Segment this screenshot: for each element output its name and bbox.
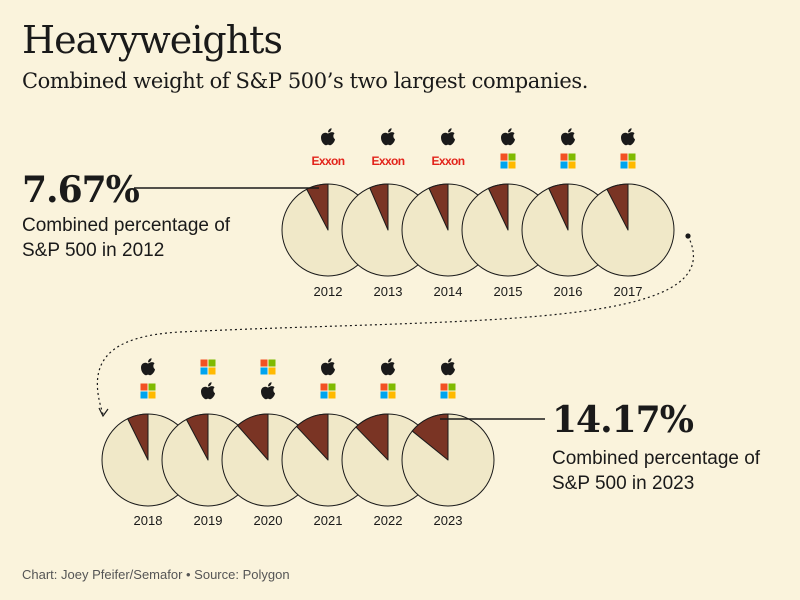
chart-subtitle: Combined weight of S&P 500’s two largest… xyxy=(22,69,589,93)
start-value-annotation: 7.67% xyxy=(22,169,140,211)
apple-icon xyxy=(321,128,335,146)
pie-2017 xyxy=(581,183,675,277)
pie-slice-2019 xyxy=(185,413,209,461)
apple-icon xyxy=(381,358,395,376)
year-label: 2023 xyxy=(434,513,463,528)
microsoft-icon xyxy=(260,359,276,375)
year-label: 2022 xyxy=(374,513,403,528)
start-description: Combined percentage of S&P 500 in 2012 xyxy=(22,215,231,261)
microsoft-icon xyxy=(620,153,636,169)
exxon-logo: Exxon xyxy=(431,154,464,168)
apple-icon xyxy=(561,128,575,146)
microsoft-icon xyxy=(200,359,216,375)
source-credit: Chart: Joey Pfeifer/Semafor • Source: Po… xyxy=(22,567,290,582)
apple-icon xyxy=(501,128,515,146)
year-label: 2013 xyxy=(374,284,403,299)
pie-slice-2020 xyxy=(237,413,269,461)
microsoft-icon xyxy=(440,383,456,399)
year-label: 2020 xyxy=(254,513,283,528)
year-label: 2018 xyxy=(134,513,163,528)
microsoft-icon xyxy=(560,153,576,169)
apple-icon xyxy=(441,358,455,376)
pie-slice-2017 xyxy=(606,183,629,231)
year-label: 2019 xyxy=(194,513,223,528)
apple-icon xyxy=(381,128,395,146)
pie-row: 2018 2019 2020 2021 2022 2023 xyxy=(101,358,495,528)
pie-slice-2021 xyxy=(296,413,329,461)
chart-title: Heavyweights xyxy=(22,18,283,62)
connector-arrowhead xyxy=(98,407,109,418)
end-value-annotation: 14.17% xyxy=(552,399,694,441)
pie-slice-2023 xyxy=(411,413,449,461)
end-description: Combined percentage of S&P 500 in 2023 xyxy=(552,448,761,494)
year-label: 2012 xyxy=(314,284,343,299)
pie-slice-2016 xyxy=(548,183,569,231)
pie-slice-2014 xyxy=(428,183,449,231)
microsoft-icon xyxy=(500,153,516,169)
pie-slice-2013 xyxy=(369,183,389,231)
year-label: 2015 xyxy=(494,284,523,299)
microsoft-icon xyxy=(380,383,396,399)
pie-slice-2012 xyxy=(306,183,329,231)
apple-icon xyxy=(441,128,455,146)
pie-2023 xyxy=(401,413,495,507)
pie-slice-2018 xyxy=(127,413,149,461)
pie-slice-2022 xyxy=(355,413,389,461)
exxon-logo: Exxon xyxy=(371,154,404,168)
exxon-logo: Exxon xyxy=(311,154,344,168)
year-label: 2021 xyxy=(314,513,343,528)
apple-icon xyxy=(261,382,275,400)
apple-icon xyxy=(201,382,215,400)
year-label: 2017 xyxy=(614,284,643,299)
pie-row: 2012 Exxon 2013 Exxon 2014 Exxon 2015 2016 2017 xyxy=(281,128,675,299)
year-label: 2016 xyxy=(554,284,583,299)
microsoft-icon xyxy=(140,383,156,399)
connector-dotted-line xyxy=(96,235,695,415)
apple-icon xyxy=(621,128,635,146)
microsoft-icon xyxy=(320,383,336,399)
apple-icon xyxy=(321,358,335,376)
apple-icon xyxy=(141,358,155,376)
pie-slice-2015 xyxy=(487,183,509,231)
year-label: 2014 xyxy=(434,284,463,299)
connector-dot xyxy=(685,233,691,239)
